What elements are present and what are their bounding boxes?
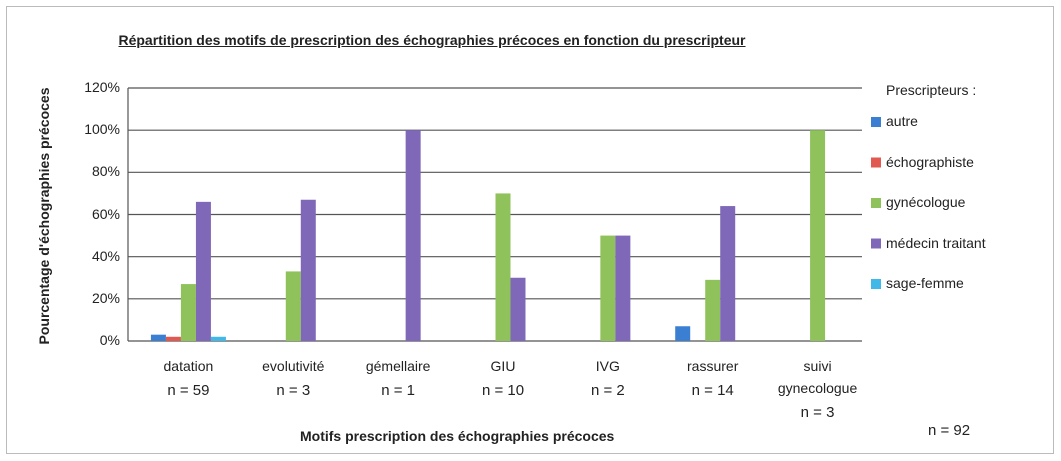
category-count: n = 3 [800,404,835,421]
category: evolutivité n = 3 [243,355,343,402]
y-tick-label: 20% [91,289,120,306]
bar [705,279,721,341]
bar [150,334,166,341]
category: GIU n = 10 [453,355,553,402]
bar [300,199,316,341]
y-tick-label: 80% [91,163,120,180]
category: rassurer n = 14 [663,355,763,402]
legend-swatch [871,238,881,249]
x-tick-label: gémellaire [365,358,431,374]
legend-swatch [871,279,881,289]
bar [510,277,526,341]
bar [165,336,181,341]
legend-label: échographiste [886,153,974,170]
category-count: n = 14 [691,382,734,399]
x-tick-label: rassurer [687,358,739,374]
bar [495,193,511,341]
bar [405,130,421,341]
x-tick-label: evolutivité [262,358,325,374]
bar [600,235,616,341]
bar [675,326,691,341]
chart-frame [6,6,1054,454]
category-count: n = 59 [167,382,210,399]
category-count: n = 2 [590,382,625,399]
legend-swatch [871,198,881,208]
chart-title: Répartition des motifs de prescription d… [118,32,746,48]
legend-title: Prescripteurs : [886,82,977,98]
category: datation n = 59 [138,355,238,402]
bar [210,336,226,341]
y-tick-label: 0% [99,332,120,348]
y-axis-title: Pourcentage d'échographies précoces [36,87,52,345]
x-axis-title: Motifs prescription des échographies pré… [300,428,615,444]
category-count: n = 10 [481,382,525,399]
category: suivi gynecologue n = 3 [768,355,868,424]
bar [285,271,301,341]
y-tick-label: 100% [84,121,120,138]
category: gémellaire n = 1 [348,355,448,402]
legend-swatch [871,157,881,168]
legend-label: médecin traitant [886,234,986,251]
category-count: n = 3 [276,382,311,399]
bar [615,235,631,341]
y-tick-label: 40% [91,247,120,264]
y-tick-label: 120% [84,79,120,95]
bar [720,206,736,341]
legend-label: autre [886,113,918,129]
x-tick-label: IVG [595,358,620,374]
legend-label: gynécologue [886,194,966,210]
bar [180,284,196,341]
legend-label: sage-femme [886,275,964,291]
x-tick-label: suivi gynecologue [777,358,858,396]
x-tick-label: GIU [490,358,516,374]
category-count: n = 1 [381,382,416,399]
total-count: n = 92 [928,422,971,439]
category: IVG n = 2 [558,355,658,402]
bar [195,201,211,341]
legend-swatch [871,117,881,127]
bar [810,130,826,341]
x-tick-label: datation [163,358,214,374]
y-tick-label: 60% [91,205,120,222]
